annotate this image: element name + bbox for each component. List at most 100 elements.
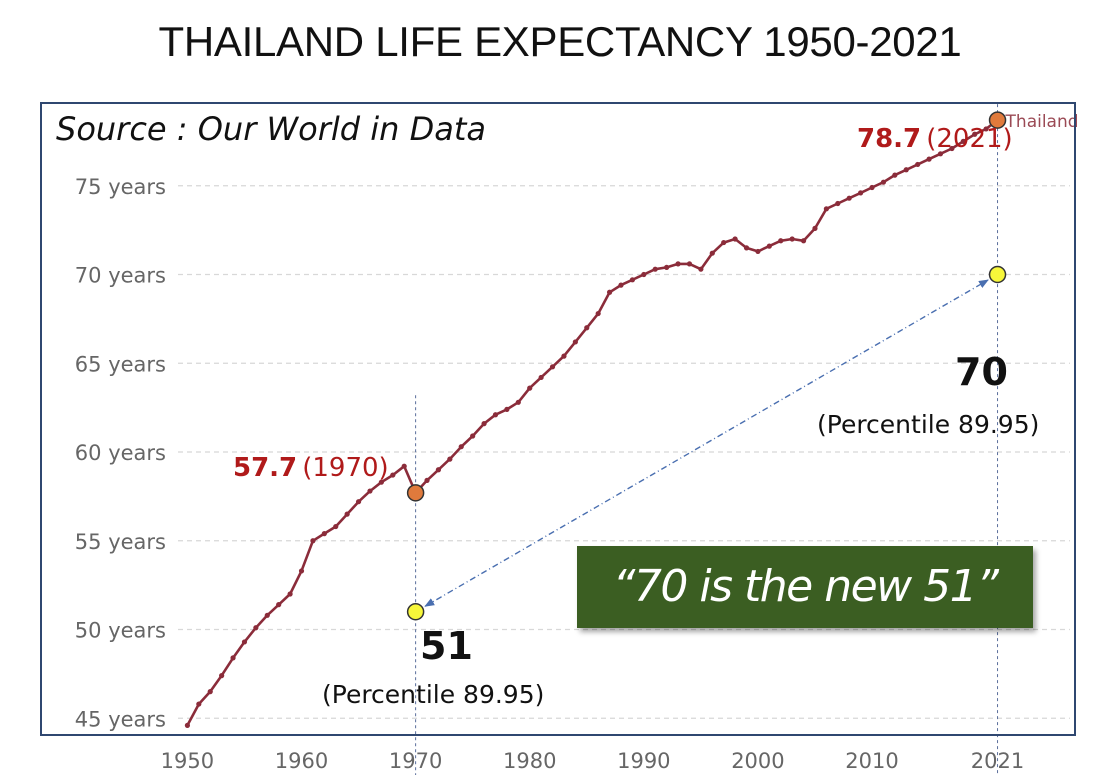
data-point	[276, 602, 282, 608]
data-point	[253, 625, 259, 631]
data-point	[549, 364, 556, 370]
x-tick-label: 1990	[617, 749, 670, 773]
source-note: Source : Our World in Data	[56, 110, 487, 148]
data-point	[652, 266, 658, 272]
data-point	[447, 456, 453, 462]
annotation-2021: 78.7 (2021)	[857, 124, 1013, 154]
series-end-label: Thailand	[1005, 112, 1079, 132]
data-point	[401, 463, 407, 469]
x-tick-label: 1980	[503, 749, 556, 773]
data-point	[435, 467, 442, 473]
data-point	[698, 266, 704, 272]
y-tick-label: 50 years	[75, 619, 166, 643]
data-point	[903, 167, 909, 173]
data-point	[641, 271, 647, 278]
data-point	[709, 250, 715, 256]
highlight-point-1970	[406, 484, 425, 502]
data-point	[835, 200, 841, 207]
data-point	[778, 238, 784, 244]
data-point	[230, 655, 236, 661]
y-tick-label: 75 years	[75, 175, 166, 199]
annotation-1970-value: 57.7	[233, 453, 298, 483]
data-point	[846, 195, 852, 201]
y-tick-label: 45 years	[75, 707, 166, 731]
annotation-old-value: 51	[420, 624, 473, 668]
data-point	[355, 499, 362, 505]
data-point	[344, 511, 350, 517]
data-point	[504, 406, 510, 412]
highlight-point-2021	[988, 111, 1007, 129]
data-point	[390, 472, 396, 478]
data-point	[937, 151, 944, 157]
annotation-2021-year: (2021)	[926, 124, 1013, 154]
data-point	[333, 523, 339, 530]
annotation-new-percentile: (Percentile 89.95)	[817, 410, 1040, 439]
data-point	[789, 236, 795, 242]
data-point	[458, 444, 464, 450]
comparison-point-1970	[406, 603, 425, 621]
data-point	[595, 310, 601, 317]
annotation-new-value: 70	[955, 350, 1008, 394]
data-point	[869, 184, 875, 191]
x-tick-label: 1970	[389, 749, 442, 773]
data-point	[823, 206, 829, 212]
data-point	[470, 433, 476, 439]
data-point	[241, 639, 248, 645]
data-point	[572, 339, 578, 345]
y-tick-label: 70 years	[75, 264, 166, 288]
data-point	[618, 282, 624, 288]
comparison-point-2021	[988, 265, 1007, 284]
x-tick-label: 1960	[275, 749, 328, 773]
annotation-1970-year: (1970)	[302, 453, 389, 483]
data-point	[606, 289, 613, 295]
data-point	[321, 531, 327, 537]
x-tick-label: 2010	[845, 749, 898, 773]
data-point	[481, 421, 487, 427]
data-point	[378, 479, 384, 485]
annotation-1970: 57.7 (1970)	[233, 453, 389, 483]
data-point	[538, 374, 544, 381]
data-point	[983, 126, 989, 132]
data-point	[629, 277, 636, 283]
y-tick-label: 60 years	[75, 441, 166, 465]
data-point	[184, 722, 191, 728]
data-point	[755, 248, 761, 255]
data-point	[515, 399, 521, 405]
data-point	[219, 673, 225, 679]
data-point	[675, 261, 681, 267]
data-point	[926, 156, 932, 162]
data-point	[561, 353, 567, 359]
data-point	[892, 172, 898, 178]
data-point	[880, 179, 887, 185]
data-point	[310, 538, 316, 544]
data-point	[721, 239, 727, 246]
data-point	[686, 261, 693, 267]
x-tick-label: 1950	[161, 749, 214, 773]
annotation-old-percentile: (Percentile 89.95)	[322, 680, 545, 709]
data-point	[858, 190, 864, 196]
data-point	[960, 138, 966, 144]
data-point	[915, 161, 921, 168]
quote-box: “70 is the new 51”	[577, 546, 1033, 628]
data-point	[743, 245, 750, 251]
data-point	[766, 243, 772, 249]
data-point	[664, 264, 670, 270]
data-point	[527, 385, 533, 391]
chart-title: THAILAND LIFE EXPECTANCY 1950-2021	[158, 18, 962, 65]
data-point	[264, 612, 270, 618]
data-point	[812, 225, 818, 231]
x-tick-label: 2000	[731, 749, 784, 773]
data-point	[207, 689, 213, 695]
x-tick-label: 2021	[971, 749, 1024, 773]
data-point	[367, 488, 373, 494]
data-point	[424, 477, 430, 483]
annotation-2021-value: 78.7	[857, 124, 922, 154]
y-tick-label: 55 years	[75, 530, 166, 554]
data-point	[287, 591, 293, 597]
data-point	[492, 412, 499, 418]
data-point	[800, 238, 807, 244]
data-point	[972, 131, 978, 137]
data-point	[298, 568, 305, 574]
y-tick-label: 65 years	[75, 352, 166, 376]
